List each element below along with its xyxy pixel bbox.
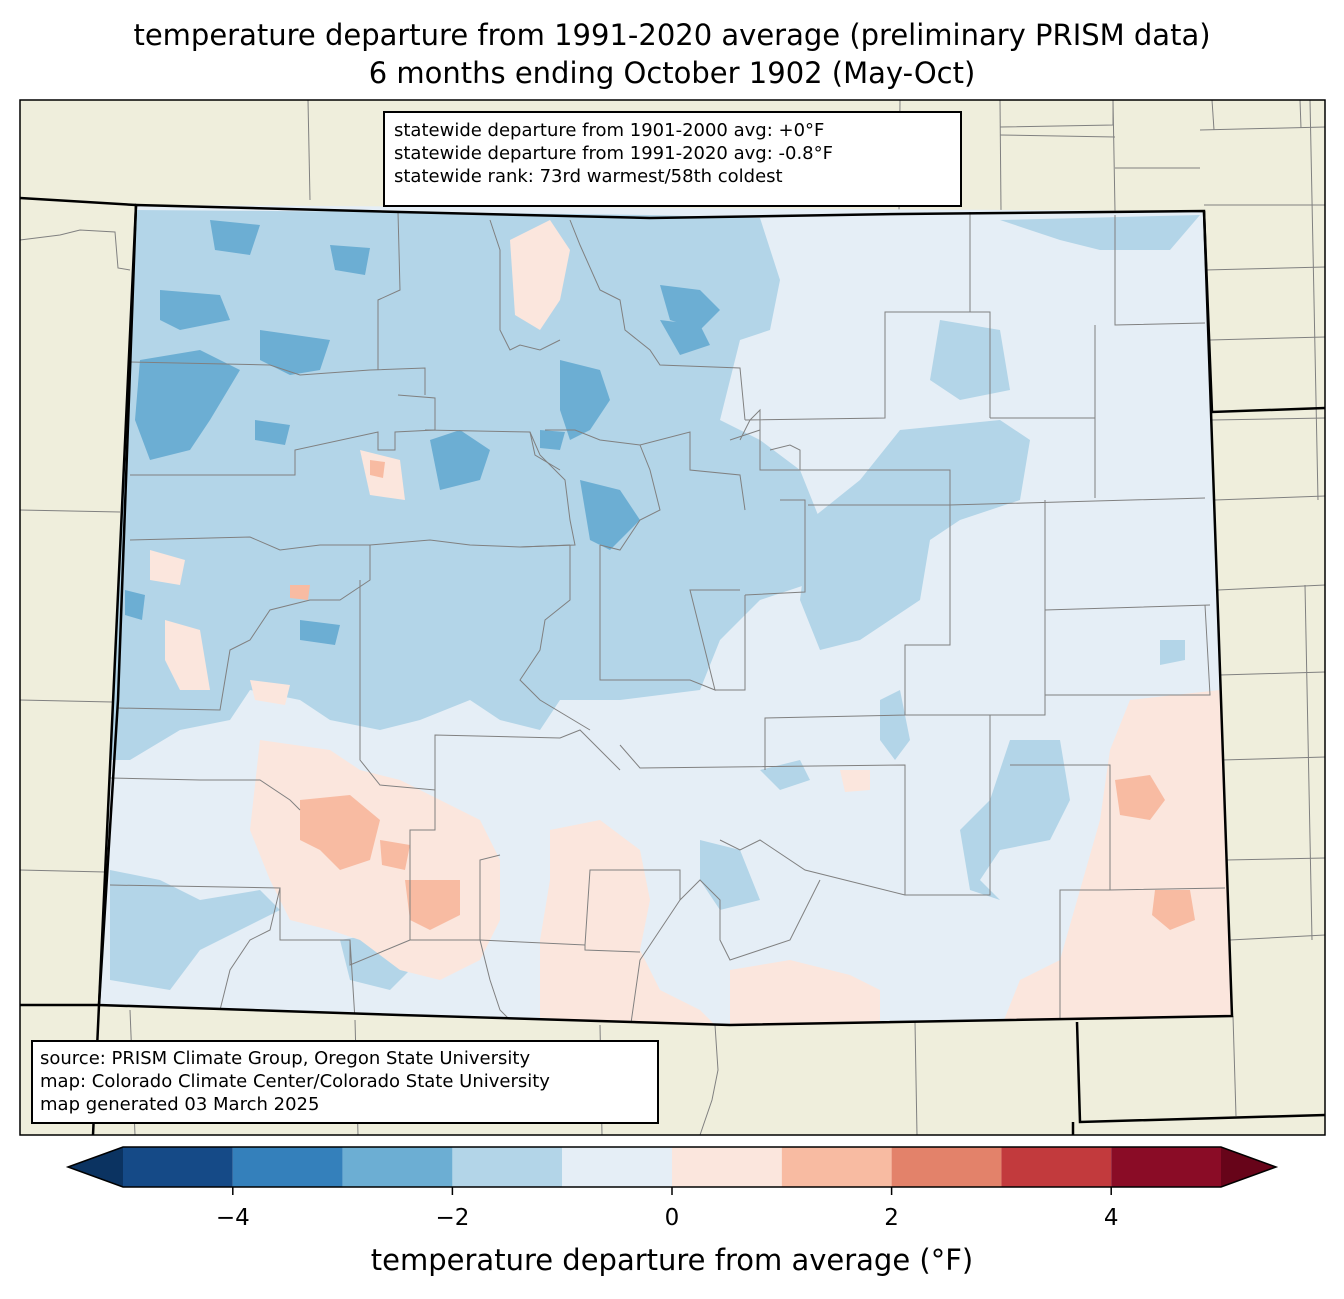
colorbar-bin: [1111, 1147, 1221, 1187]
colorbar-bin: [781, 1147, 892, 1187]
map-credit-line: map: Colorado Climate Center/Colorado St…: [40, 1071, 550, 1092]
colorbar-tick-label: 0: [664, 1205, 680, 1231]
colorbar-bin: [123, 1147, 233, 1187]
temperature-departure-field: [99, 205, 1232, 1025]
colorbar-bin: [232, 1147, 343, 1187]
colorbar-bin: [891, 1147, 1002, 1187]
map-title-line-1: temperature departure from 1991-2020 ave…: [133, 18, 1211, 52]
colorbar: [65, 1146, 1279, 1195]
colorado-county-lines: [109, 211, 1226, 1025]
colorbar-tick-label: −2: [435, 1205, 470, 1231]
colorbar-label: temperature departure from average (°F): [370, 1243, 974, 1277]
source-line: source: PRISM Climate Group, Oregon Stat…: [40, 1048, 531, 1069]
stats-departure-1901-2000: statewide departure from 1901-2000 avg: …: [394, 120, 825, 141]
colorbar-under-arrow: [68, 1147, 123, 1187]
colorado-border: [97, 203, 1234, 1027]
colorbar-bin: [1001, 1147, 1112, 1187]
colorbar-tick-label: 4: [1103, 1205, 1119, 1231]
colorbar-tick-label: 2: [884, 1205, 899, 1231]
colorbar-bin: [342, 1147, 453, 1187]
colorbar-over-arrow: [1221, 1147, 1276, 1187]
stats-rank: statewide rank: 73rd warmest/58th coldes…: [394, 166, 783, 187]
map-frame-border: [19, 99, 1326, 1136]
colorbar-bin: [562, 1147, 672, 1187]
generated-date-line: map generated 03 March 2025: [40, 1094, 320, 1115]
colorbar-bin: [672, 1147, 782, 1187]
colorbar-outline: [65, 1146, 1279, 1188]
colorbar-bin: [452, 1147, 563, 1187]
colorbar-tick-label: −4: [215, 1205, 250, 1231]
source-credits-box: source: PRISM Climate Group, Oregon Stat…: [31, 1040, 659, 1124]
map-title-line-2: 6 months ending October 1902 (May-Oct): [368, 56, 976, 90]
stats-departure-1991-2020: statewide departure from 1991-2020 avg: …: [394, 143, 833, 164]
statewide-stats-box: statewide departure from 1901-2000 avg: …: [383, 111, 962, 207]
